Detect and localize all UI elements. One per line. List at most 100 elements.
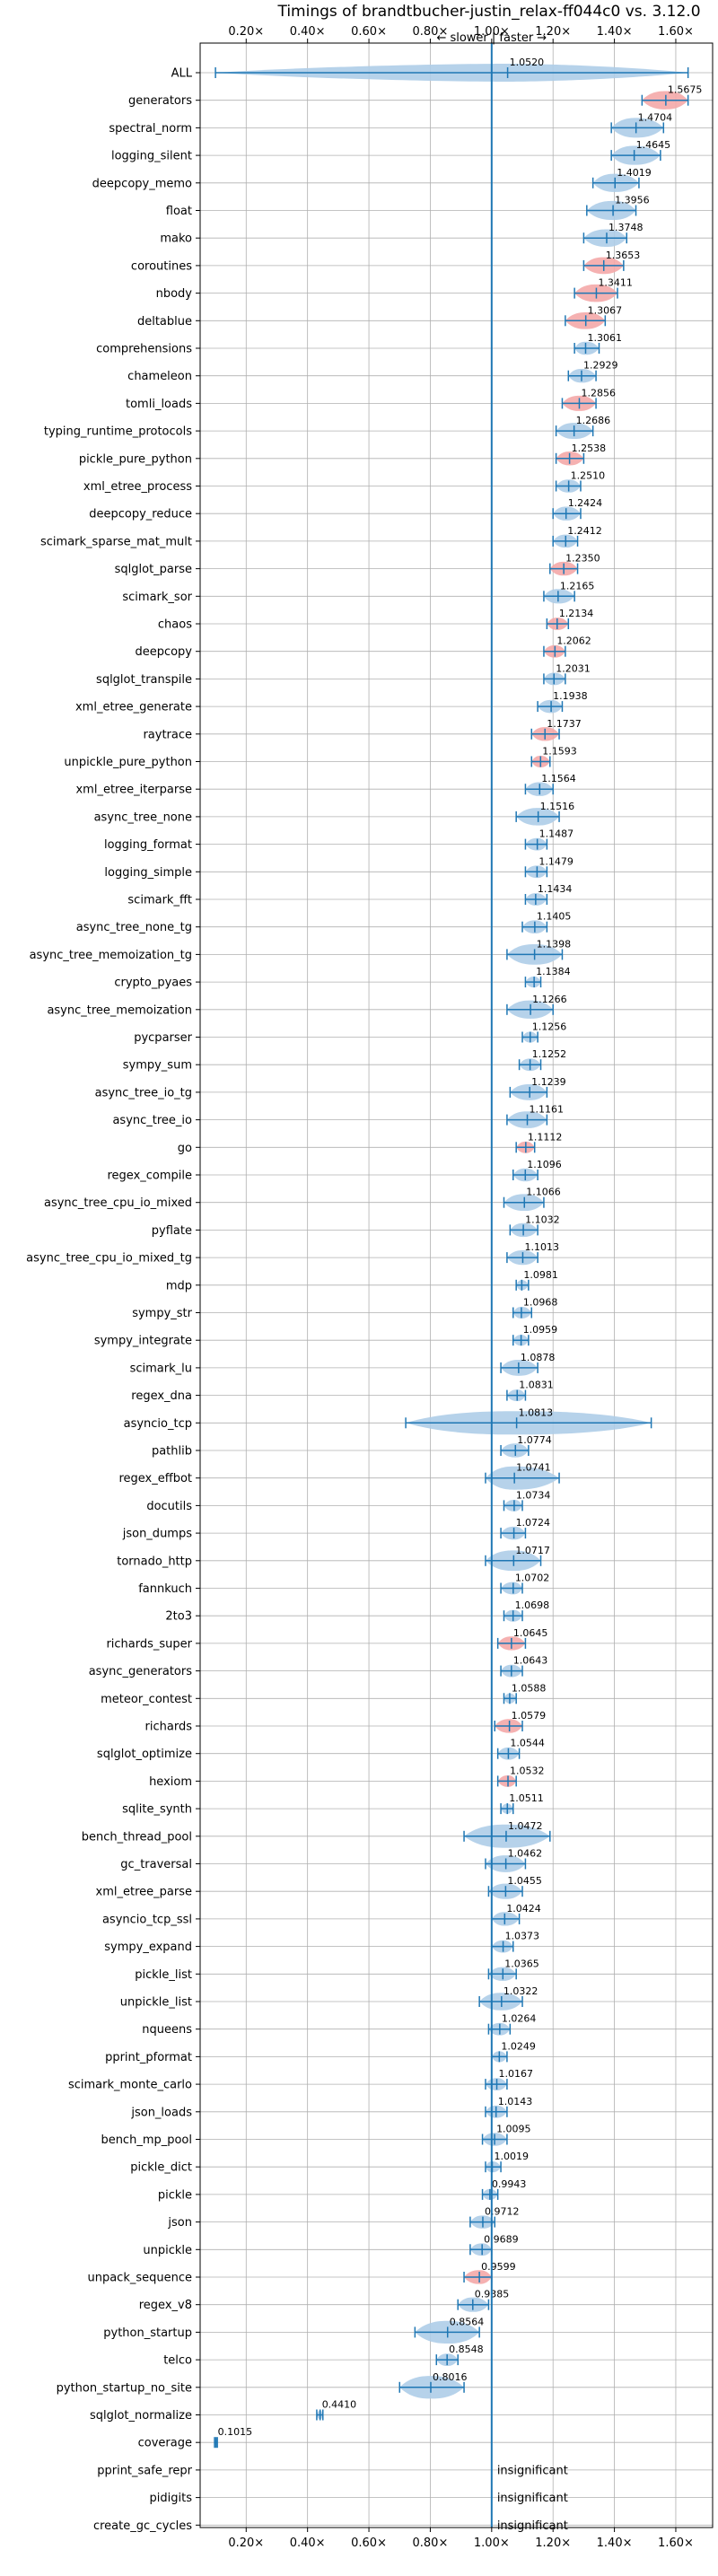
category-label: sympy_sum bbox=[123, 1059, 192, 1073]
value-label: 1.1564 bbox=[541, 773, 576, 784]
value-label: 1.4645 bbox=[636, 139, 671, 151]
insignificant-label: insignificant bbox=[497, 2464, 568, 2477]
value-label: 1.5675 bbox=[668, 84, 703, 96]
value-label: 1.2929 bbox=[583, 360, 618, 372]
value-label: 1.0831 bbox=[519, 1380, 554, 1391]
category-label: bench_mp_pool bbox=[101, 2134, 192, 2147]
category-label: mdp bbox=[166, 1279, 192, 1292]
value-label: 1.4019 bbox=[617, 167, 652, 179]
value-label: 1.0643 bbox=[513, 1655, 548, 1667]
category-label: deltablue bbox=[137, 315, 192, 329]
value-label: 1.0424 bbox=[506, 1903, 541, 1914]
value-label: 1.0095 bbox=[496, 2124, 531, 2135]
plot-frame bbox=[199, 42, 714, 2528]
value-label: 1.2031 bbox=[556, 662, 591, 674]
value-label: 1.0959 bbox=[523, 1324, 558, 1336]
category-label: scimark_sparse_mat_mult bbox=[40, 535, 192, 548]
value-label: 1.0544 bbox=[510, 1738, 545, 1749]
value-label: 1.0455 bbox=[507, 1875, 542, 1887]
category-label: async_tree_io_tg bbox=[95, 1086, 192, 1100]
value-label: 1.0645 bbox=[513, 1627, 548, 1639]
value-label: 1.1013 bbox=[524, 1241, 559, 1253]
category-label: async_tree_cpu_io_mixed_tg bbox=[26, 1252, 192, 1266]
category-label: tomli_loads bbox=[126, 398, 192, 411]
category-label: logging_format bbox=[104, 838, 192, 852]
value-label: 1.0019 bbox=[494, 2151, 529, 2162]
category-label: json bbox=[167, 2216, 192, 2230]
category-label: telco bbox=[163, 2354, 192, 2368]
category-label: async_tree_none_tg bbox=[76, 921, 192, 934]
category-label: python_startup bbox=[103, 2326, 192, 2340]
category-label: 2to3 bbox=[165, 1610, 192, 1624]
value-label: 1.1112 bbox=[528, 1131, 563, 1143]
category-label: gc_traversal bbox=[120, 1858, 192, 1871]
tick-label-bottom: 0.60× bbox=[351, 2537, 387, 2550]
category-label: spectral_norm bbox=[109, 122, 192, 136]
value-label: 1.2412 bbox=[567, 525, 602, 537]
value-label: 1.1161 bbox=[530, 1104, 565, 1116]
category-label: pprint_safe_repr bbox=[97, 2464, 192, 2477]
value-label: 1.4704 bbox=[638, 111, 673, 123]
category-label: fannkuch bbox=[138, 1582, 192, 1596]
value-label: 1.1593 bbox=[542, 746, 577, 758]
category-label: sqlglot_transpile bbox=[96, 673, 192, 687]
category-label: go bbox=[178, 1142, 192, 1155]
value-label: 1.3748 bbox=[609, 222, 644, 233]
value-label: 0.8016 bbox=[433, 2371, 468, 2383]
tick-label-bottom: 1.60× bbox=[658, 2537, 694, 2550]
value-label: 1.0702 bbox=[515, 1573, 550, 1584]
value-label: 1.1737 bbox=[547, 718, 582, 730]
category-label: xml_etree_parse bbox=[96, 1886, 192, 1899]
category-label: tornado_http bbox=[117, 1555, 192, 1568]
tick-label-top: 0.40× bbox=[290, 25, 326, 39]
value-label: 1.2165 bbox=[560, 580, 595, 591]
value-label: 1.0734 bbox=[516, 1489, 551, 1501]
category-label: logging_simple bbox=[104, 866, 192, 880]
value-label: 1.1516 bbox=[540, 801, 575, 812]
category-label: generators bbox=[128, 94, 192, 108]
value-label: 1.0717 bbox=[515, 1545, 550, 1556]
value-label: 1.2062 bbox=[556, 635, 591, 647]
category-label: scimark_monte_carlo bbox=[68, 2079, 192, 2092]
category-label: pidigits bbox=[150, 2492, 193, 2505]
tick-label-top: 0.80× bbox=[413, 25, 449, 39]
tick-label-bottom: 1.20× bbox=[535, 2537, 571, 2550]
value-label: 1.0968 bbox=[523, 1297, 558, 1309]
value-label: 0.9943 bbox=[492, 2178, 527, 2190]
value-label: 1.0588 bbox=[512, 1682, 547, 1694]
category-label: nqueens bbox=[142, 2023, 192, 2037]
grid bbox=[200, 43, 713, 2528]
tick-label-top: 0.60× bbox=[351, 25, 387, 39]
value-label: 1.0724 bbox=[516, 1517, 551, 1529]
category-label: pycparser bbox=[134, 1031, 192, 1045]
value-label: 1.1066 bbox=[526, 1187, 561, 1198]
category-label: pickle_pure_python bbox=[79, 452, 192, 466]
value-label: 1.2424 bbox=[568, 497, 603, 509]
value-label: 1.1398 bbox=[537, 938, 572, 950]
category-label: comprehensions bbox=[96, 343, 192, 356]
value-label: 1.1256 bbox=[532, 1021, 567, 1033]
value-label: 1.0462 bbox=[508, 1848, 543, 1860]
value-label: 1.0981 bbox=[523, 1269, 558, 1281]
value-label: 1.2856 bbox=[581, 387, 616, 399]
category-label: chameleon bbox=[127, 370, 192, 383]
category-label: deepcopy bbox=[135, 645, 192, 659]
tick-label-bottom: 1.00× bbox=[474, 2537, 510, 2550]
category-label: sqlglot_optimize bbox=[97, 1748, 192, 1761]
category-label: richards bbox=[145, 1721, 193, 1734]
tick-label-bottom: 0.80× bbox=[413, 2537, 449, 2550]
value-label: 0.9599 bbox=[481, 2261, 516, 2273]
value-label: 1.1266 bbox=[532, 994, 567, 1005]
value-label: 1.1479 bbox=[538, 855, 574, 867]
value-label: 1.0365 bbox=[504, 1958, 539, 1969]
value-label: 1.0698 bbox=[515, 1599, 550, 1611]
value-label: 1.0813 bbox=[519, 1406, 554, 1418]
value-label: 1.2134 bbox=[559, 608, 594, 619]
tick-label-top: 1.00× bbox=[474, 25, 510, 39]
value-label: 1.0249 bbox=[501, 2040, 536, 2052]
category-label: ALL bbox=[171, 67, 193, 81]
category-label: create_gc_cycles bbox=[93, 2519, 192, 2533]
category-label: mako bbox=[160, 232, 192, 246]
category-label: pickle_list bbox=[135, 1968, 192, 1982]
category-label: nbody bbox=[156, 287, 193, 301]
